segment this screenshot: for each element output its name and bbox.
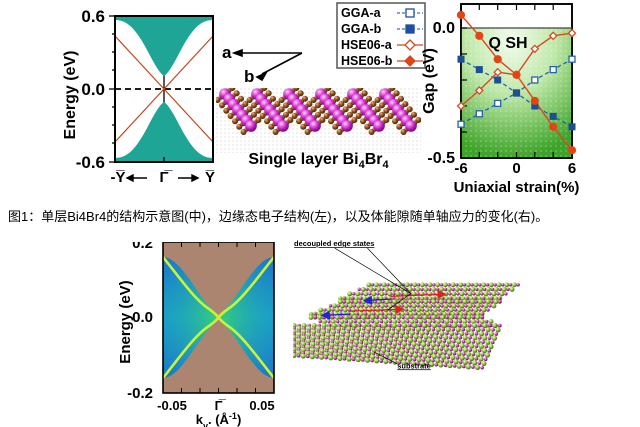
svg-text:substrate: substrate [397, 361, 431, 370]
svg-text:b: b [244, 67, 254, 86]
svg-text:0.0: 0.0 [433, 20, 455, 37]
svg-text:0: 0 [512, 160, 520, 177]
svg-text:-0.2: -0.2 [127, 385, 153, 402]
svg-text:0.0: 0.0 [81, 80, 105, 99]
svg-text:Y̅: Y̅ [205, 169, 215, 186]
svg-text:GGA-b: GGA-b [341, 22, 382, 36]
svg-text:-0.6: -0.6 [76, 153, 105, 172]
svg-text:decoupled edge states: decoupled edge states [294, 240, 374, 248]
svg-text:HSE06-b: HSE06-b [341, 54, 393, 68]
svg-text:Gap (eV): Gap (eV) [421, 48, 438, 114]
svg-text:HSE06-a: HSE06-a [341, 38, 393, 52]
svg-text:Γ̅: Γ̅ [159, 169, 173, 186]
svg-text:Γ̅: Γ̅ [215, 398, 227, 413]
svg-text:Energy (eV): Energy (eV) [62, 51, 79, 140]
svg-text:6: 6 [568, 160, 576, 177]
svg-text:Energy (eV): Energy (eV) [117, 280, 134, 363]
svg-text:0.05: 0.05 [249, 398, 274, 413]
svg-text:ky. (Å-1): ky. (Å-1) [196, 411, 242, 427]
svg-text:0.2: 0.2 [132, 242, 153, 252]
svg-text:-6: -6 [454, 160, 467, 177]
svg-text:0.6: 0.6 [81, 7, 105, 26]
svg-text:-0.05: -0.05 [157, 398, 187, 413]
svg-text:a: a [222, 43, 232, 62]
svg-text:-0.5: -0.5 [427, 150, 455, 167]
svg-text:Uniaxial strain(%): Uniaxial strain(%) [454, 179, 580, 196]
svg-text:GGA-a: GGA-a [341, 6, 382, 20]
svg-text:-Y̅: -Y̅ [111, 169, 126, 186]
svg-text:0.0: 0.0 [132, 309, 153, 326]
svg-text:Q SH: Q SH [488, 35, 527, 52]
